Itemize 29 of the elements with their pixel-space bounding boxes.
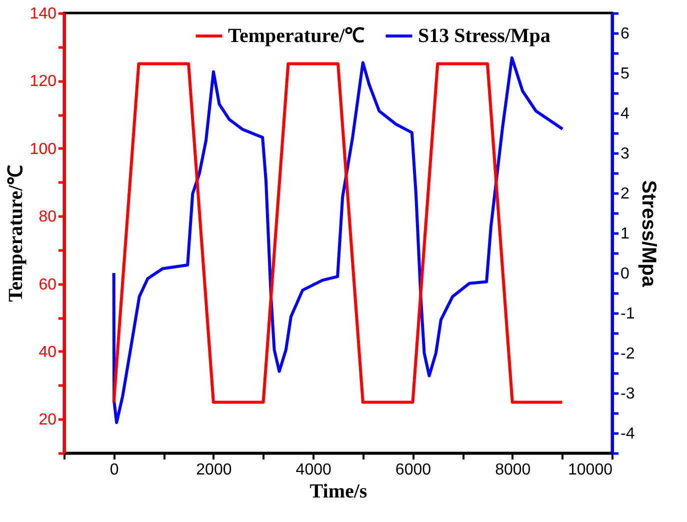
y2-axis-title: Stress/Mpa [638, 180, 660, 288]
y2-tick-label: 1 [620, 226, 630, 242]
x-tick-label: 2000 [196, 462, 232, 478]
y2-tick-label: -1 [620, 306, 635, 322]
y-axis-title: Temperature/℃ [4, 165, 27, 302]
y2-tick-label: 0 [620, 266, 630, 282]
y-tick-label: 80 [38, 208, 57, 226]
x-axis-title: Time/s [310, 480, 368, 502]
x-tick-label: 8000 [495, 462, 531, 478]
y2-tick-label: 5 [620, 66, 630, 82]
y-tick-label: 40 [38, 344, 57, 361]
legend-label: Temperature/℃ [228, 25, 365, 47]
x-tick-label: 0 [110, 462, 119, 478]
y2-tick-label: -4 [620, 426, 635, 442]
legend-label: S13 Stress/Mpa [418, 25, 550, 47]
y-tick-label: 120 [30, 73, 57, 90]
y-tick-label: 140 [30, 6, 57, 22]
y2-tick-label: 4 [620, 106, 630, 122]
y2-tick-label: 2 [620, 186, 630, 202]
y2-tick-label: 3 [620, 146, 630, 162]
y2-tick-label: -2 [620, 346, 635, 362]
x-tick-label: 10000 [568, 462, 613, 478]
y2-tick-label: 6 [620, 26, 630, 42]
x-tick-label: 6000 [395, 462, 432, 478]
y-tick-label: 60 [38, 276, 57, 294]
y2-tick-label: -3 [620, 386, 635, 402]
x-tick-label: 4000 [296, 462, 332, 478]
y-tick-label: 20 [38, 412, 57, 429]
y-tick-label: 100 [30, 140, 57, 158]
